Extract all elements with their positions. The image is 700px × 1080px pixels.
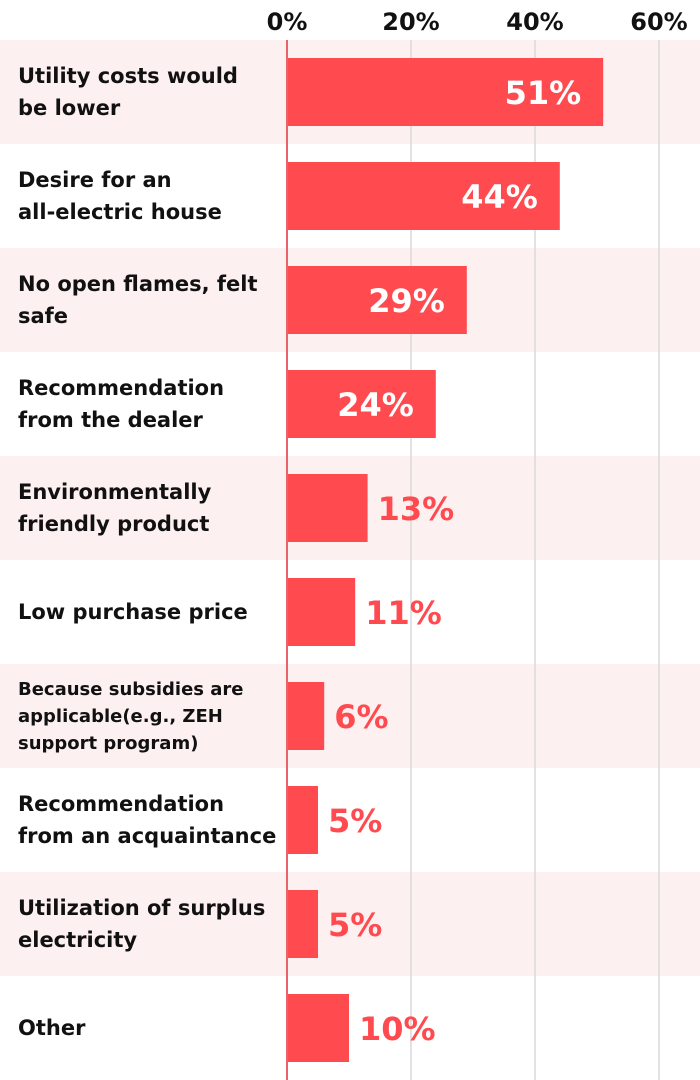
bar: [287, 370, 436, 438]
category-label: Environmentally friendly product: [18, 480, 212, 536]
category-label: Low purchase price: [18, 600, 248, 624]
x-tick-label: 60%: [630, 8, 687, 36]
x-tick-label: 20%: [382, 8, 439, 36]
bar: [287, 786, 318, 854]
data-label: 11%: [365, 594, 442, 632]
category-label: Other: [18, 1016, 86, 1040]
category-label: Utilization of surplus electricity: [18, 896, 265, 952]
data-label: 5%: [328, 906, 382, 944]
bar: [287, 266, 467, 334]
x-axis-ticks: 0% 20% 40% 60%: [267, 8, 688, 36]
category-label: Recommendation from the dealer: [18, 376, 224, 432]
bar: [287, 578, 356, 646]
category-labels: Utility costs would be lower Desire for an…: [18, 64, 276, 1040]
bar: [287, 994, 349, 1062]
data-label: 6%: [334, 698, 388, 736]
bar: [287, 162, 560, 230]
category-label: Because subsidies are applicable(e.g., ZE…: [18, 679, 244, 754]
category-label: Utility costs would be lower: [18, 64, 238, 120]
row-band: [0, 872, 700, 976]
x-tick-label: 40%: [506, 8, 563, 36]
bars: [287, 58, 604, 1062]
category-label: Desire for an all-electric house: [18, 168, 222, 224]
data-label: 44%: [461, 178, 538, 216]
data-labels: 51% 44% 29% 24% 13% 11% 6% 5% 5% 10%: [328, 74, 581, 1048]
data-label: 51%: [505, 74, 582, 112]
bar: [287, 890, 318, 958]
data-label: 13%: [378, 490, 455, 528]
data-label: 10%: [359, 1010, 436, 1048]
bar: [287, 682, 325, 750]
category-label: Recommendation from an acquaintance: [18, 792, 276, 848]
bar: [287, 58, 604, 126]
data-label: 24%: [337, 386, 414, 424]
data-label: 29%: [368, 282, 445, 320]
x-tick-label: 0%: [267, 8, 308, 36]
bar: [287, 474, 368, 542]
data-label: 5%: [328, 802, 382, 840]
category-label: No open flames, felt safe: [18, 272, 258, 328]
row-band: [0, 664, 700, 768]
